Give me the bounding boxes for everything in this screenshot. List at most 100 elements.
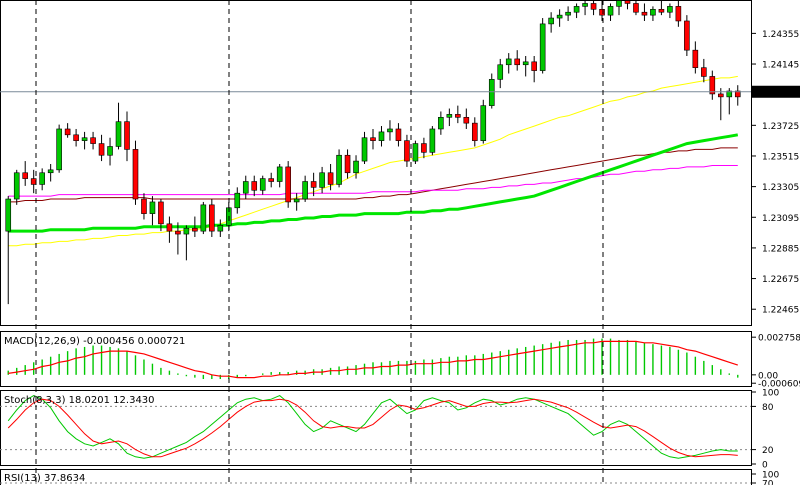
candle xyxy=(404,134,410,167)
candle xyxy=(90,131,96,150)
candle xyxy=(183,225,190,261)
candle-body-down xyxy=(90,137,96,144)
candle xyxy=(361,131,368,164)
candle-body-up xyxy=(13,172,20,200)
candle xyxy=(667,3,673,19)
candle-body-down xyxy=(709,76,716,95)
price-tick-label: 1.24145 xyxy=(762,61,799,71)
macd-panel: MACD(12,26,9) -0.000456 0.000721 xyxy=(0,331,752,387)
price-tick-label: 1.23725 xyxy=(762,122,799,132)
candle-body-up xyxy=(556,14,563,19)
candle-body-up xyxy=(616,0,622,7)
candle xyxy=(675,0,682,27)
candle xyxy=(302,175,308,202)
candle-body-down xyxy=(404,140,410,162)
candle xyxy=(242,175,249,200)
price-axis: 1.24355 1.24145 1.23725 1.23515 1.23305 1.230… xyxy=(751,30,799,316)
candle xyxy=(107,137,113,166)
rsi-tick-label: 100 xyxy=(762,471,779,481)
candle xyxy=(701,58,707,83)
candle-body-down xyxy=(599,8,605,16)
candle-body-up xyxy=(200,204,207,232)
candle-body-down xyxy=(22,172,29,179)
candle-body-down xyxy=(684,20,690,51)
price-tick-label: 1.24355 xyxy=(762,30,799,40)
candle xyxy=(192,216,198,237)
candle xyxy=(463,108,470,129)
candle xyxy=(370,128,376,150)
candle-body-down xyxy=(514,58,521,66)
candle-body-up xyxy=(387,128,393,133)
candle xyxy=(446,108,453,127)
candle-body-up xyxy=(56,128,62,171)
candle-body-up xyxy=(81,137,88,141)
candle-body-down xyxy=(531,61,537,71)
candle xyxy=(590,0,597,16)
candle xyxy=(285,161,291,208)
candle-body-down xyxy=(268,178,275,182)
candle-body-up xyxy=(47,169,54,174)
candle-body-down xyxy=(251,181,258,191)
candle-body-down xyxy=(209,204,215,232)
rsi-panel-frame xyxy=(0,469,752,485)
candle-body-up xyxy=(302,181,308,200)
candle xyxy=(412,140,419,164)
candle-body-up xyxy=(115,121,122,147)
ma-line xyxy=(8,147,738,203)
candle-body-down xyxy=(633,3,639,13)
ma-line xyxy=(8,75,738,247)
stoch-tick-label: 80 xyxy=(762,403,774,413)
current-price-tag: 1.23955 xyxy=(752,85,800,98)
candle xyxy=(582,0,588,16)
stoch-label: Stoch(8,3,3) 18.0201 12.3430 xyxy=(4,395,155,406)
candle-body-down xyxy=(463,116,470,124)
candle-body-up xyxy=(276,166,283,182)
candle xyxy=(64,123,71,138)
candle xyxy=(344,149,351,179)
candle-body-up xyxy=(242,181,249,194)
candle-body-down xyxy=(590,3,597,10)
candle xyxy=(47,164,54,182)
candle-body-down xyxy=(370,137,376,141)
ma-line xyxy=(8,165,738,197)
candle xyxy=(505,53,512,74)
macd-tick-label: 0.00 xyxy=(758,371,778,381)
candle-body-up xyxy=(39,172,45,185)
candle-body-up xyxy=(539,23,546,71)
candle xyxy=(13,169,20,205)
candle xyxy=(497,58,504,89)
candle xyxy=(565,6,571,21)
candle xyxy=(73,128,79,147)
candle-body-down xyxy=(344,154,351,174)
candle-body-up xyxy=(497,64,504,80)
macd-signal-polyline xyxy=(8,340,738,379)
candle-body-down xyxy=(30,178,37,185)
candle xyxy=(624,0,631,10)
candle-body-up xyxy=(217,224,224,232)
candle xyxy=(115,102,122,150)
rsi-label: RSI(13) 37.8634 xyxy=(4,473,85,484)
rsi-panel: RSI(13) 37.8634 xyxy=(0,469,752,485)
macd-label: MACD(12,26,9) -0.000456 0.000721 xyxy=(4,336,185,347)
candle xyxy=(488,73,495,109)
candle-body-down xyxy=(421,143,427,153)
candle-body-up xyxy=(488,79,495,106)
candle-body-up xyxy=(412,143,419,162)
price-tick-label: 1.22675 xyxy=(762,275,799,285)
candle xyxy=(141,193,147,220)
candle-body-up xyxy=(505,58,512,66)
candle-body-down xyxy=(624,0,631,4)
candle-body-down xyxy=(692,49,699,68)
candle xyxy=(556,9,563,27)
candle xyxy=(539,18,546,74)
candle-body-up xyxy=(429,128,436,153)
candle-body-down xyxy=(285,166,291,203)
candle-body-down xyxy=(175,230,181,235)
candle xyxy=(175,222,181,255)
candle-body-up xyxy=(726,90,733,98)
candle xyxy=(98,134,105,162)
candle xyxy=(251,175,258,197)
candle xyxy=(378,126,385,147)
candle xyxy=(310,172,317,197)
